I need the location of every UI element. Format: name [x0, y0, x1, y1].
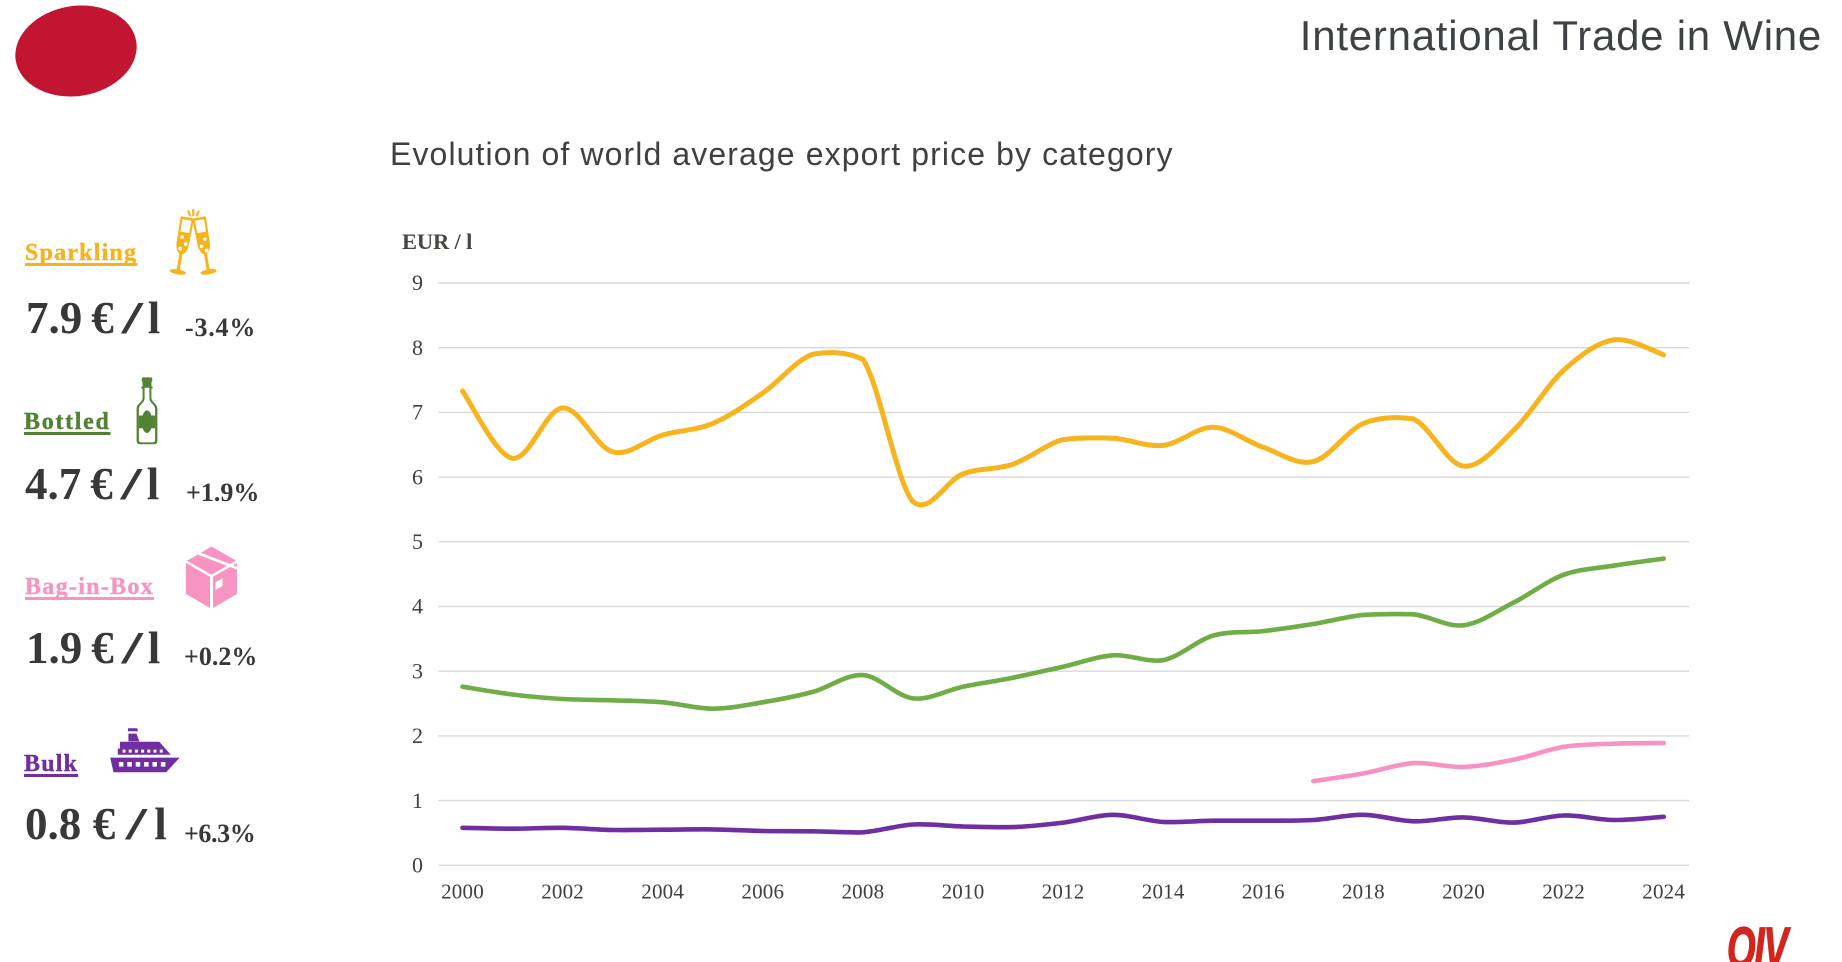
svg-text:2012: 2012 — [1042, 880, 1085, 904]
svg-text:2014: 2014 — [1142, 880, 1185, 904]
svg-text:EUR / l: EUR / l — [402, 229, 472, 254]
svg-text:2008: 2008 — [841, 880, 884, 904]
svg-text:2020: 2020 — [1442, 880, 1485, 904]
svg-text:9: 9 — [412, 270, 423, 295]
svg-text:1: 1 — [412, 788, 423, 813]
svg-text:4: 4 — [412, 594, 423, 619]
svg-text:2016: 2016 — [1242, 880, 1285, 904]
svg-text:6: 6 — [412, 464, 423, 489]
svg-text:5: 5 — [412, 529, 423, 554]
svg-text:0: 0 — [412, 853, 423, 878]
svg-text:2010: 2010 — [942, 880, 985, 904]
svg-text:2: 2 — [412, 723, 423, 748]
svg-text:8: 8 — [412, 335, 423, 360]
svg-text:2006: 2006 — [741, 880, 784, 904]
svg-text:2000: 2000 — [441, 880, 484, 904]
svg-text:3: 3 — [412, 658, 423, 683]
svg-text:2002: 2002 — [541, 880, 584, 904]
svg-text:2018: 2018 — [1342, 880, 1385, 904]
svg-text:2022: 2022 — [1542, 880, 1585, 904]
svg-text:7: 7 — [412, 400, 423, 425]
svg-text:2024: 2024 — [1642, 880, 1685, 904]
svg-text:2004: 2004 — [641, 880, 684, 904]
